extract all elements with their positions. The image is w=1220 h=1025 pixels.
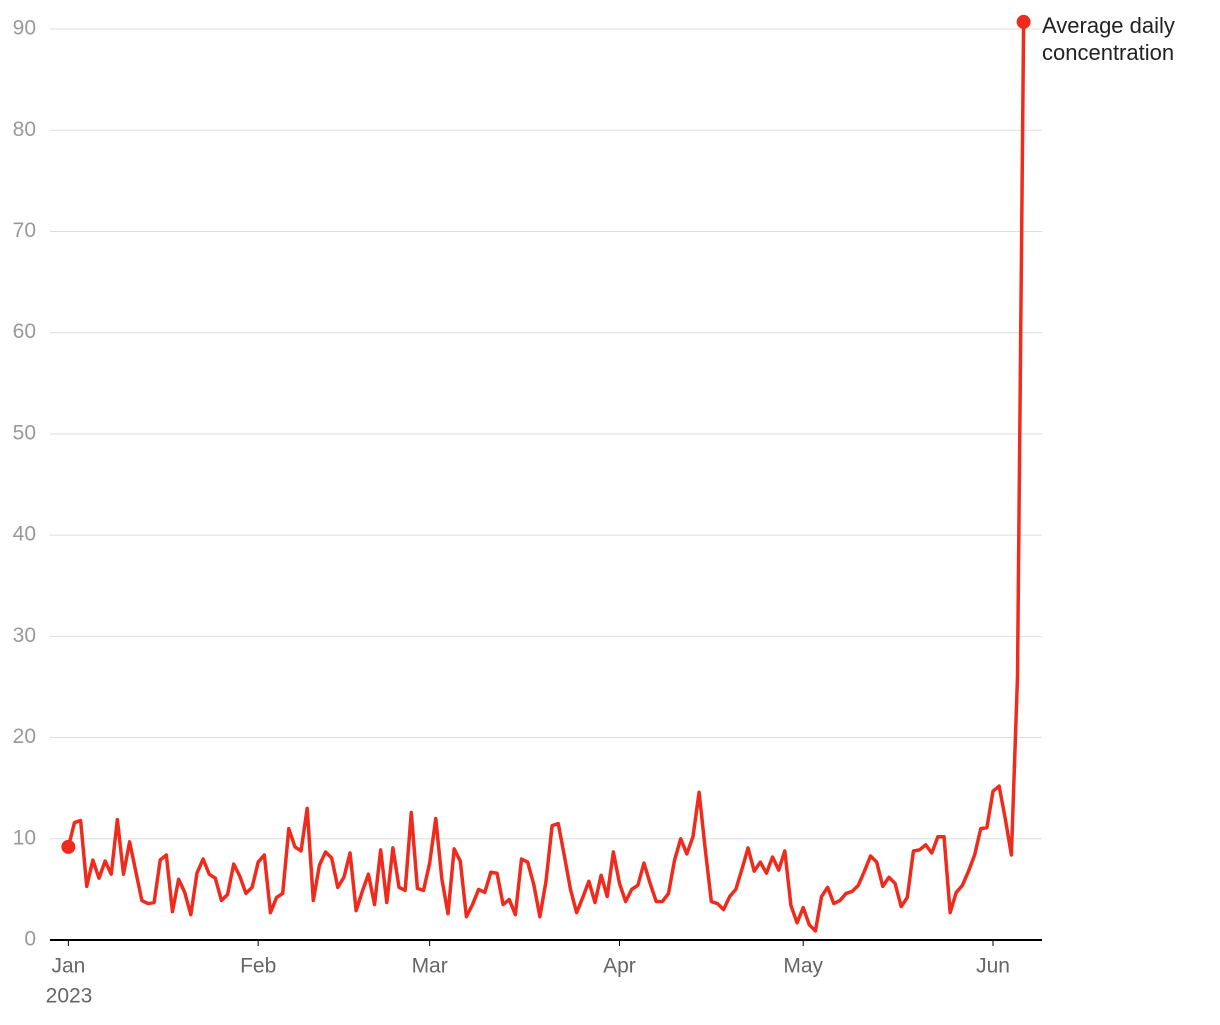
y-tick-label: 20 [13,725,36,748]
y-tick-label: 30 [13,624,36,647]
y-tick-label: 60 [13,320,36,343]
series-label: Average daily concentration [1042,13,1175,65]
x-tick-label: Jan [51,955,85,978]
end-dot [1016,14,1031,29]
x-year-label: 2023 [46,985,93,1008]
y-tick-label: 10 [13,826,36,849]
data-line [66,21,1026,933]
y-tick-label: 0 [24,928,36,951]
y-tick-label: 50 [13,421,36,444]
x-tick-label: Feb [240,955,276,978]
x-tick-label: Mar [412,955,448,978]
x-tick-label: Apr [603,955,636,978]
y-tick-label: 40 [13,523,36,546]
y-tick-label: 80 [13,118,36,141]
x-tick-label: Jun [976,955,1010,978]
y-tick-label: 90 [13,17,36,40]
end-dot [61,839,76,854]
y-tick-label: 70 [13,219,36,242]
x-tick-label: May [783,955,823,978]
